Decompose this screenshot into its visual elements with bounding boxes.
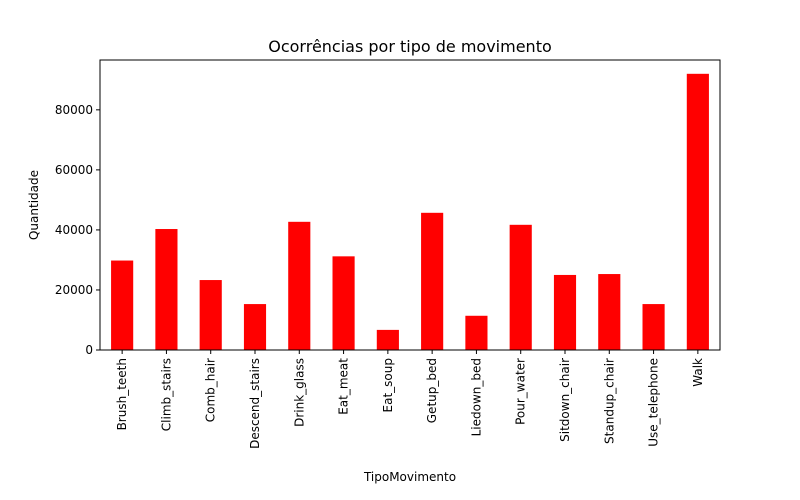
x-tick-label: Liedown_bed xyxy=(469,358,483,436)
x-tick-label: Climb_stairs xyxy=(159,358,173,431)
y-axis-label: Quantidade xyxy=(27,170,41,240)
x-tick-label: Eat_meat xyxy=(337,358,351,415)
bar-walk xyxy=(686,73,709,350)
bar-eat-soup xyxy=(376,329,399,350)
x-tick-label: Drink_glass xyxy=(292,358,306,427)
x-tick-label: Brush_teeth xyxy=(115,358,129,430)
bar-climb-stairs xyxy=(155,229,178,350)
bar-descend-stairs xyxy=(243,304,267,350)
x-tick-label: Eat_soup xyxy=(381,358,395,412)
x-tick-label: Use_telephone xyxy=(647,358,661,447)
bar-brush-teeth xyxy=(111,260,134,350)
y-tick-label: 60000 xyxy=(55,163,93,177)
bar-sitdown-chair xyxy=(553,274,577,350)
x-axis-ticks: Brush_teeth Climb_stairs Comb_hair Descend_… xyxy=(115,350,705,449)
bar-comb-hair xyxy=(199,280,222,350)
bar-pour-water xyxy=(509,224,532,350)
chart-title: Ocorrências por tipo de movimento xyxy=(268,37,552,56)
bar-use-telephone xyxy=(642,304,665,350)
x-tick-label: Pour_water xyxy=(514,358,528,425)
x-tick-label: Descend_stairs xyxy=(248,358,262,449)
y-tick-label: 80000 xyxy=(55,103,93,117)
y-tick-label: 0 xyxy=(85,343,93,357)
y-tick-label: 40000 xyxy=(55,223,93,237)
x-tick-label: Getup_bed xyxy=(425,358,439,423)
plot-frame xyxy=(99,59,721,351)
bar-eat-meat xyxy=(332,256,355,350)
bar-getup-bed xyxy=(421,212,444,350)
bar-standup-chair xyxy=(598,274,621,350)
x-tick-label: Sitdown_chair xyxy=(558,358,572,442)
x-tick-label: Walk xyxy=(691,358,705,387)
bars-group xyxy=(111,73,709,350)
x-tick-label: Standup_chair xyxy=(602,358,616,444)
bar-liedown-bed xyxy=(465,315,488,350)
y-tick-label: 20000 xyxy=(55,283,93,297)
y-axis-ticks: 0 20000 40000 60000 80000 xyxy=(55,103,100,357)
bar-drink-glass xyxy=(288,221,311,350)
x-tick-label: Comb_hair xyxy=(204,358,218,422)
x-axis-label: TipoMovimento xyxy=(363,470,456,484)
